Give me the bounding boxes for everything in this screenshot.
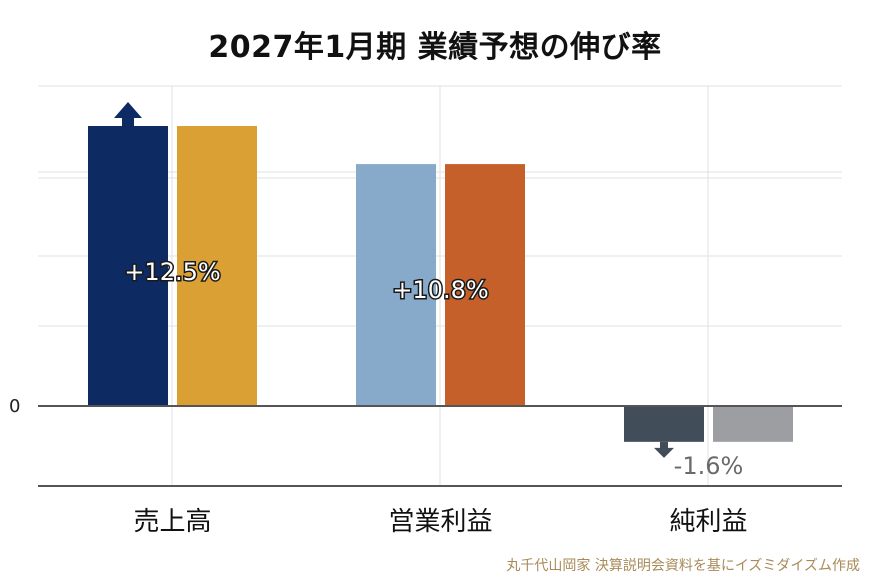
arrow-up-stem-0 <box>122 116 134 128</box>
category-label: 営業利益 <box>388 507 492 537</box>
data-label: +12.5% <box>124 258 220 286</box>
gridlines <box>38 85 842 486</box>
arrow-down-stem-2 <box>660 441 668 450</box>
axes <box>38 405 842 487</box>
bar-0-1 <box>177 126 257 406</box>
arrow-down-icon <box>654 447 674 458</box>
y-zero-label: 0 <box>9 396 20 417</box>
data-label: +10.8% <box>392 276 488 304</box>
bar-1-1 <box>445 164 525 406</box>
source-note: 丸千代山岡家 決算説明会資料を基にイズミダイズム作成 <box>506 558 860 574</box>
bar-2-1 <box>713 406 793 442</box>
chart-title: 2027年1月期 業績予想の伸び率 <box>208 30 662 65</box>
bars <box>88 102 793 458</box>
arrow-up-icon <box>114 102 142 118</box>
category-label: 売上高 <box>133 507 211 537</box>
category-label: 純利益 <box>669 507 747 537</box>
bar-2-0 <box>624 406 704 442</box>
data-label: -1.6% <box>674 452 744 480</box>
bar-0-0 <box>88 126 168 406</box>
bar-1-0 <box>356 164 436 406</box>
labels: 0 売上高 営業利益 純利益 +12.5% +10.8% -1.6% <box>9 257 748 538</box>
